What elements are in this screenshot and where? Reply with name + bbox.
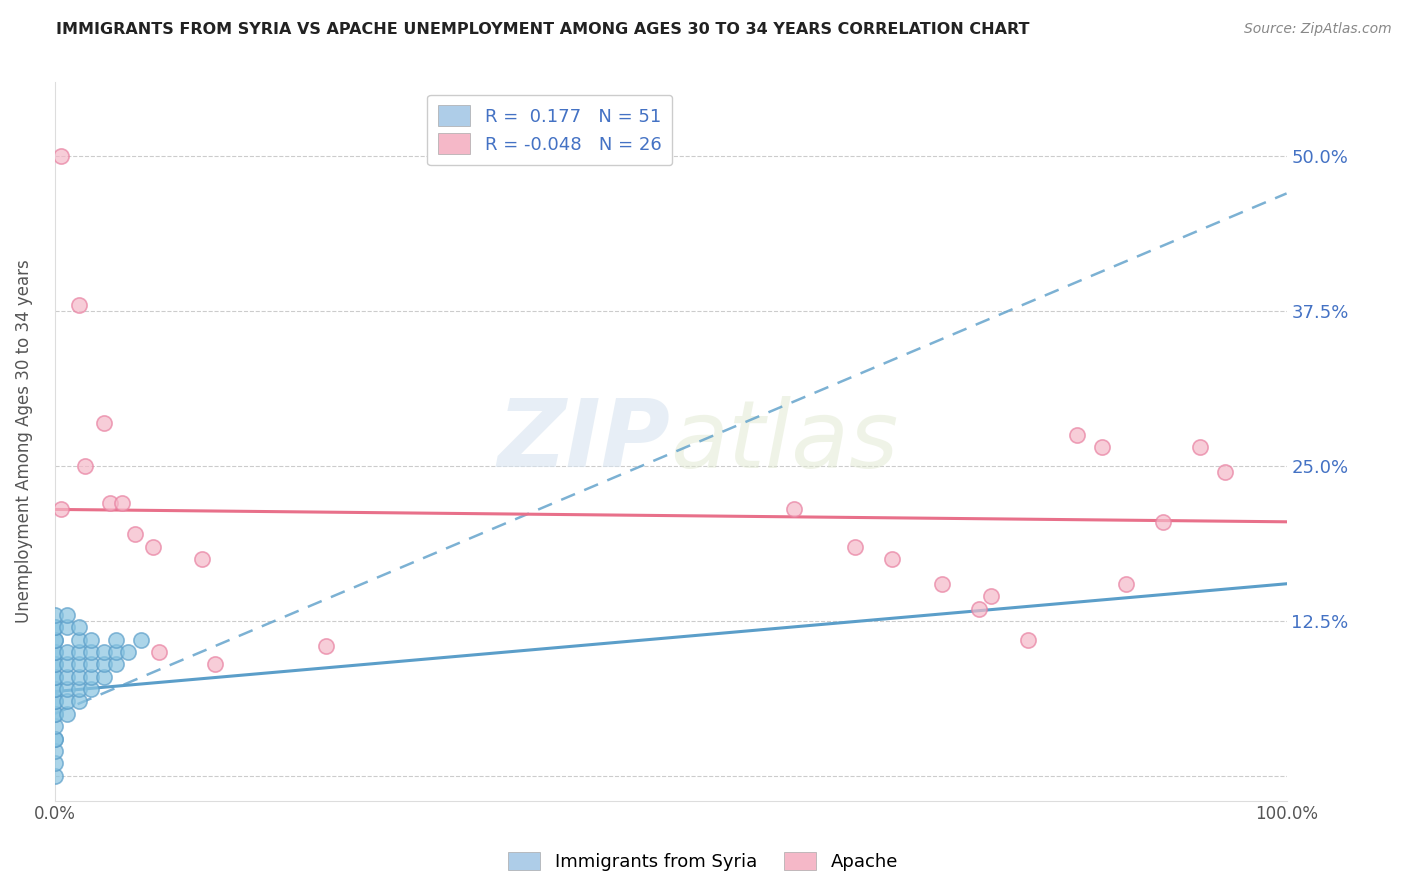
Point — [93, 670, 115, 684]
Point — [1213, 465, 1236, 479]
Point — [80, 645, 103, 659]
Point — [67, 682, 90, 697]
Point — [105, 645, 128, 659]
Point — [105, 632, 128, 647]
Point — [1152, 515, 1174, 529]
Point — [980, 589, 1002, 603]
Point — [44, 731, 66, 746]
Point — [117, 645, 139, 659]
Point — [93, 416, 115, 430]
Point — [44, 645, 66, 659]
Point — [44, 620, 66, 634]
Point — [44, 682, 66, 697]
Point — [315, 639, 337, 653]
Point — [105, 657, 128, 672]
Point — [44, 670, 66, 684]
Point — [44, 756, 66, 771]
Point — [931, 576, 953, 591]
Point — [44, 706, 66, 721]
Point — [98, 496, 121, 510]
Point — [67, 620, 90, 634]
Point — [67, 694, 90, 708]
Point — [56, 620, 79, 634]
Text: Source: ZipAtlas.com: Source: ZipAtlas.com — [1244, 22, 1392, 37]
Point — [1115, 576, 1137, 591]
Point — [1066, 428, 1088, 442]
Point — [44, 744, 66, 758]
Point — [44, 670, 66, 684]
Point — [44, 694, 66, 708]
Point — [44, 657, 66, 672]
Point — [191, 552, 214, 566]
Legend: R =  0.177   N = 51, R = -0.048   N = 26: R = 0.177 N = 51, R = -0.048 N = 26 — [427, 95, 672, 165]
Point — [44, 620, 66, 634]
Point — [49, 502, 72, 516]
Point — [67, 645, 90, 659]
Point — [882, 552, 904, 566]
Text: atlas: atlas — [671, 396, 898, 487]
Point — [44, 769, 66, 783]
Point — [124, 527, 146, 541]
Point — [1091, 441, 1114, 455]
Point — [44, 632, 66, 647]
Point — [56, 694, 79, 708]
Legend: Immigrants from Syria, Apache: Immigrants from Syria, Apache — [501, 845, 905, 879]
Point — [967, 601, 990, 615]
Point — [44, 645, 66, 659]
Point — [56, 607, 79, 622]
Point — [56, 645, 79, 659]
Point — [49, 149, 72, 163]
Point — [80, 632, 103, 647]
Point — [80, 657, 103, 672]
Point — [1189, 441, 1212, 455]
Point — [67, 632, 90, 647]
Point — [204, 657, 226, 672]
Point — [44, 706, 66, 721]
Point — [1017, 632, 1039, 647]
Point — [783, 502, 806, 516]
Point — [80, 682, 103, 697]
Point — [67, 670, 90, 684]
Point — [56, 706, 79, 721]
Point — [44, 719, 66, 733]
Point — [844, 540, 866, 554]
Point — [111, 496, 134, 510]
Point — [44, 607, 66, 622]
Point — [44, 694, 66, 708]
Point — [44, 632, 66, 647]
Point — [56, 670, 79, 684]
Text: ZIP: ZIP — [498, 395, 671, 487]
Point — [56, 657, 79, 672]
Point — [67, 657, 90, 672]
Y-axis label: Unemployment Among Ages 30 to 34 years: Unemployment Among Ages 30 to 34 years — [15, 260, 32, 624]
Point — [93, 645, 115, 659]
Point — [56, 682, 79, 697]
Point — [75, 458, 97, 473]
Point — [148, 645, 170, 659]
Point — [129, 632, 152, 647]
Point — [44, 682, 66, 697]
Point — [142, 540, 165, 554]
Point — [67, 298, 90, 312]
Point — [44, 731, 66, 746]
Point — [44, 657, 66, 672]
Text: IMMIGRANTS FROM SYRIA VS APACHE UNEMPLOYMENT AMONG AGES 30 TO 34 YEARS CORRELATI: IMMIGRANTS FROM SYRIA VS APACHE UNEMPLOY… — [56, 22, 1029, 37]
Point — [93, 657, 115, 672]
Point — [80, 670, 103, 684]
